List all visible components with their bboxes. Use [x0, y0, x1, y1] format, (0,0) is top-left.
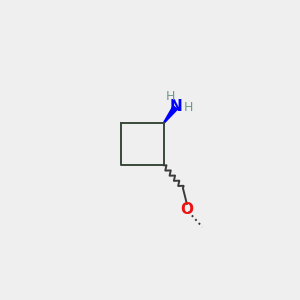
Text: O: O [180, 202, 194, 217]
Text: N: N [170, 99, 182, 114]
Text: H: H [166, 90, 175, 103]
Text: H: H [184, 101, 193, 114]
Polygon shape [164, 106, 178, 123]
